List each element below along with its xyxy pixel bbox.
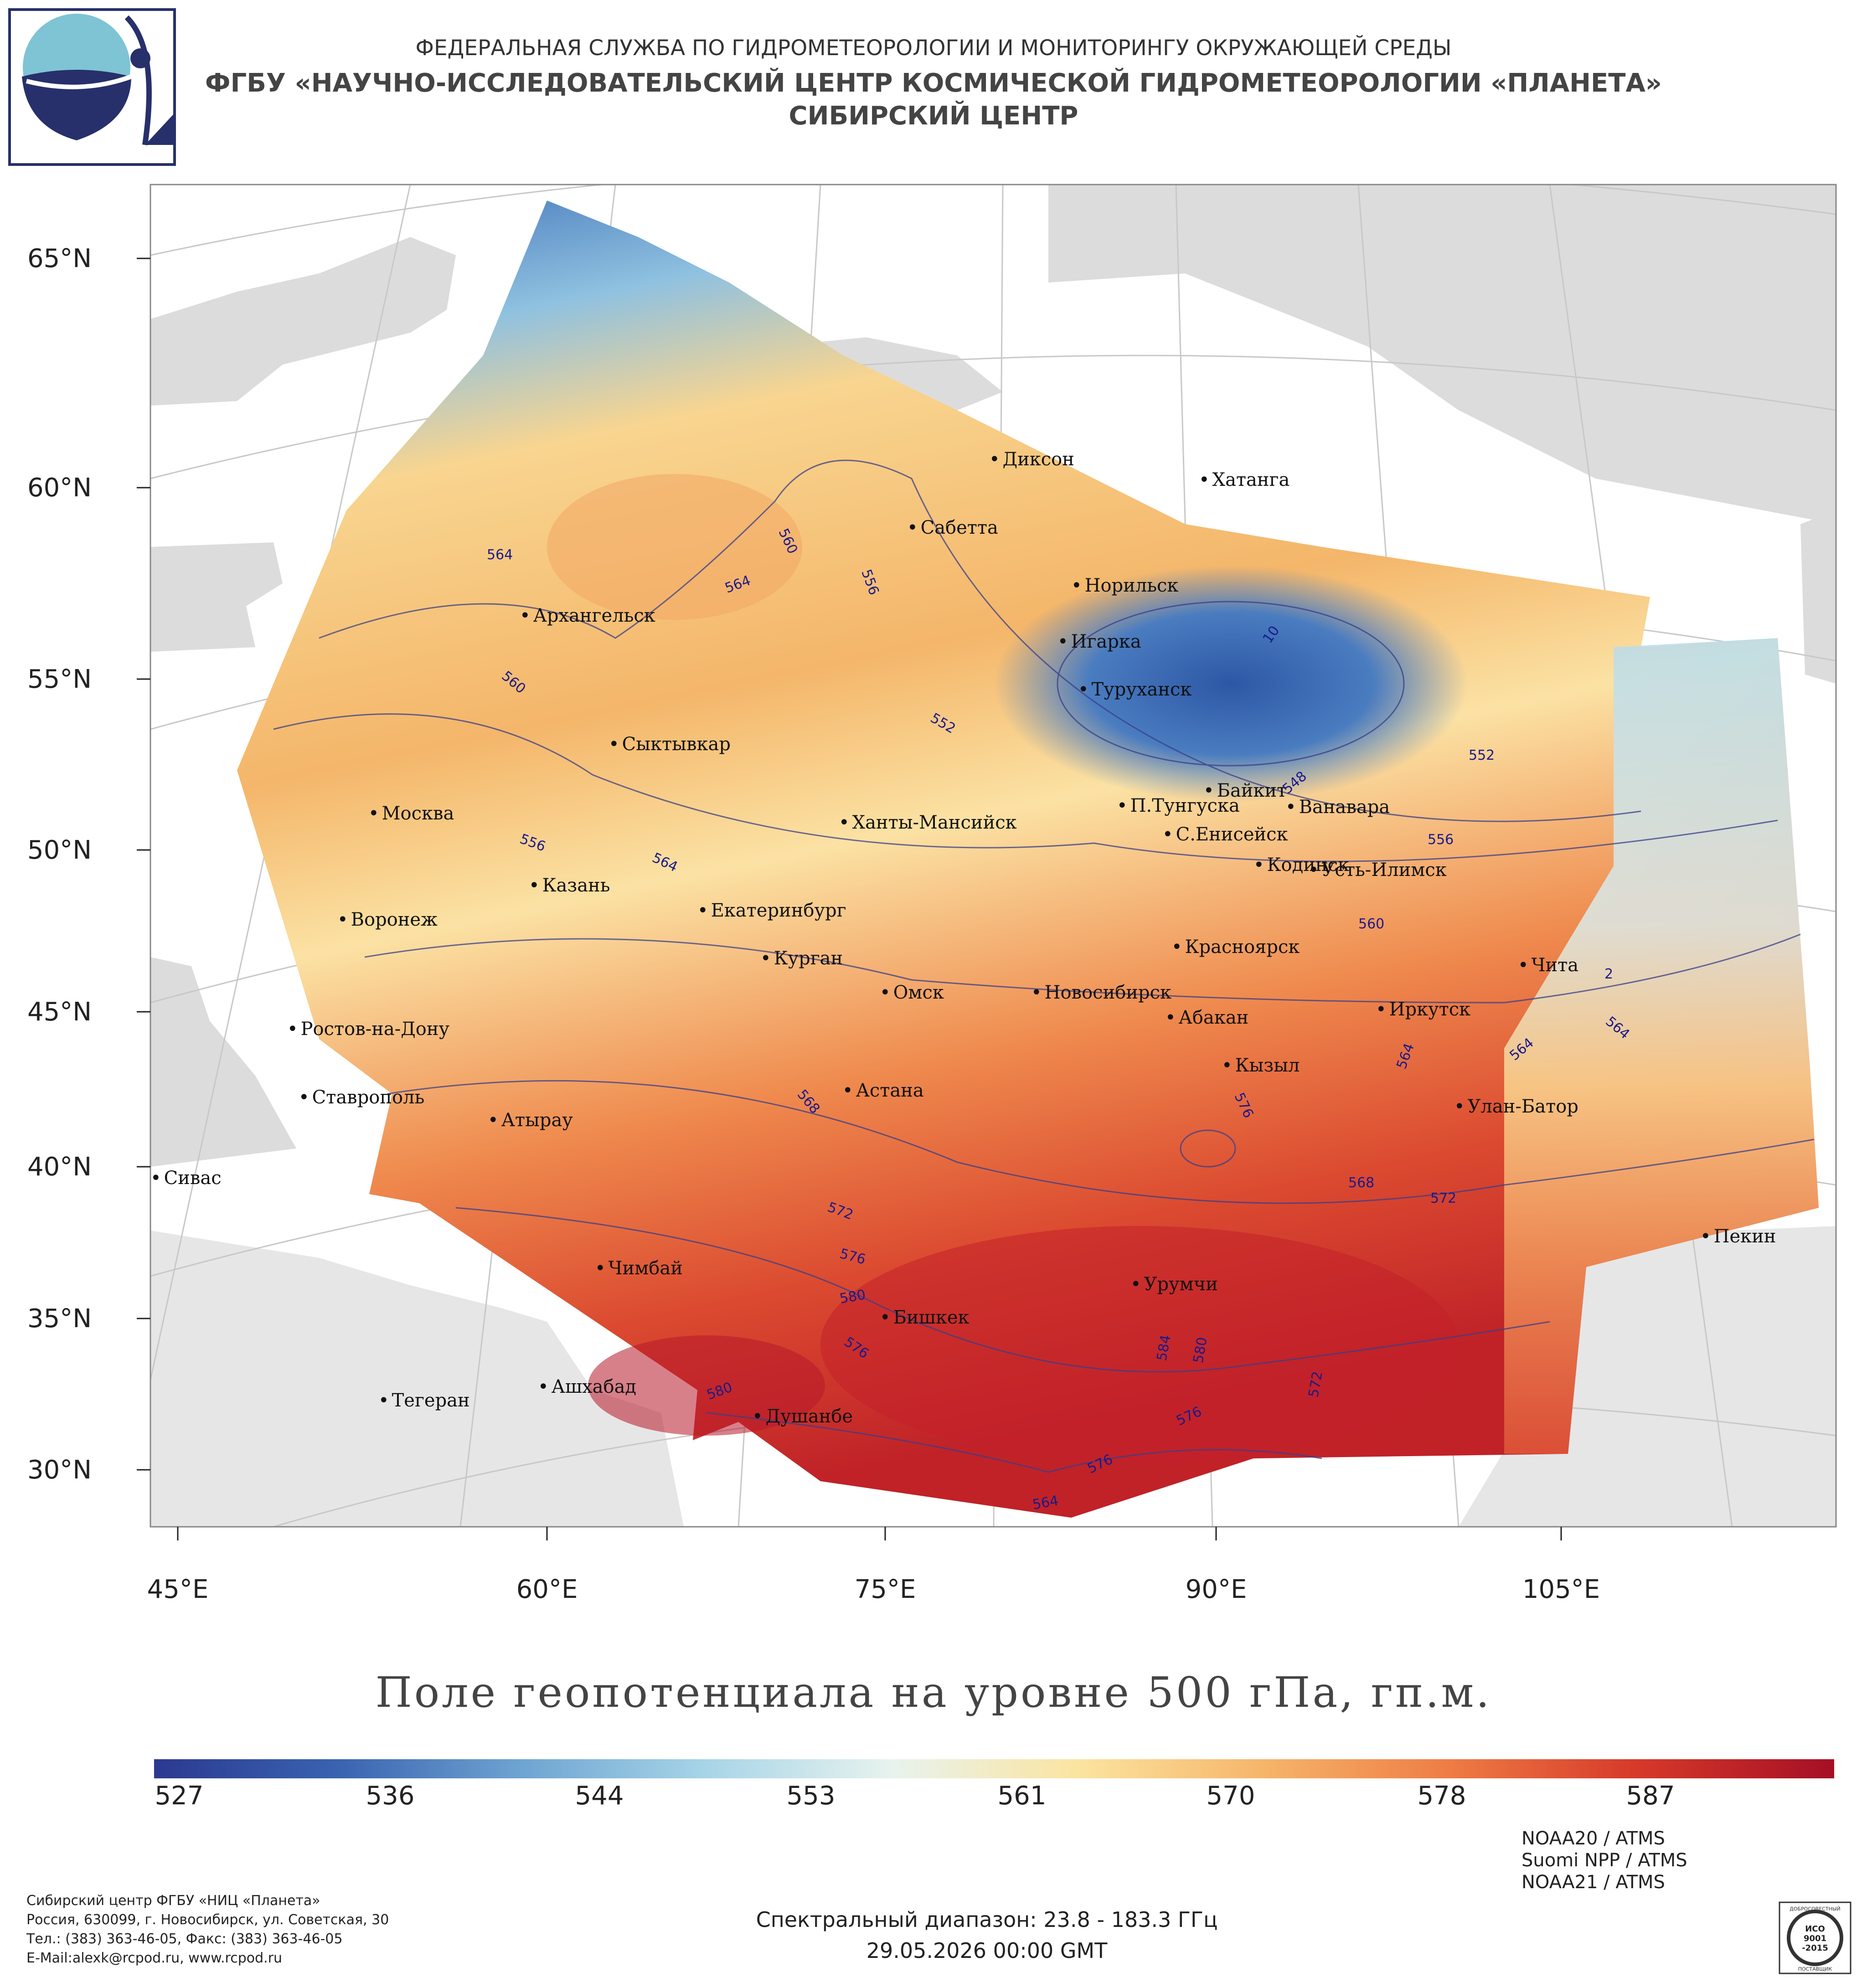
satellite-item: NOAA20 / ATMS bbox=[1521, 1828, 1665, 1849]
iso-number: 9001 bbox=[1804, 1934, 1826, 1943]
product-info: Спектральный диапазон: 23.8 - 183.3 ГГц … bbox=[0, 1904, 1867, 1966]
lon-label: 75°E bbox=[854, 1575, 916, 1604]
contour-label: 564 bbox=[487, 547, 513, 563]
lon-label: 45°E bbox=[147, 1575, 209, 1604]
city-label: Сыктывкар bbox=[609, 734, 731, 755]
satellite-list: NOAA20 / ATMS Suomi NPP / ATMS NOAA21 / … bbox=[1521, 1828, 1687, 1893]
satellite-item: Suomi NPP / ATMS bbox=[1521, 1850, 1687, 1871]
city-label: Иркутск bbox=[1376, 999, 1471, 1020]
lat-label: 40°N bbox=[27, 1152, 92, 1182]
lat-label: 45°N bbox=[27, 997, 92, 1027]
iso-bottom-text: ПОСТАВЩИК bbox=[1798, 1966, 1832, 1972]
contour-label: 568 bbox=[1348, 1175, 1375, 1191]
satellite-item: NOAA21 / ATMS bbox=[1521, 1872, 1665, 1893]
lon-label: 90°E bbox=[1185, 1575, 1247, 1604]
city-label: Сивас bbox=[150, 1168, 222, 1189]
city-label: Хатанга bbox=[1199, 469, 1290, 490]
city-label: Ставрополь bbox=[299, 1087, 425, 1108]
city-label: Норильск bbox=[1071, 575, 1179, 596]
geopotential-map bbox=[137, 184, 1837, 1540]
organization-contacts: Сибирский центр ФГБУ «НИЦ «Планета» Росс… bbox=[26, 1891, 389, 1968]
city-label: Пекин bbox=[1700, 1226, 1776, 1247]
city-label: Ростов-на-Дону bbox=[287, 1019, 449, 1040]
city-label: Новосибирск bbox=[1031, 982, 1171, 1003]
city-label: Ханты-Мансийск bbox=[839, 812, 1017, 833]
city-label: С.Енисейск bbox=[1162, 824, 1288, 845]
map-title: Поле геопотенциала на уровне 500 гПа, гп… bbox=[375, 1668, 1492, 1717]
contour-label: 552 bbox=[1469, 747, 1495, 763]
org-email: E-Mail:alexk@rcpod.ru, www.rcpod.ru bbox=[26, 1950, 283, 1966]
center-title: ФГБУ «НАУЧНО-ИССЛЕДОВАТЕЛЬСКИЙ ЦЕНТР КОС… bbox=[205, 68, 1662, 98]
agency-title: ФЕДЕРАЛЬНАЯ СЛУЖБА ПО ГИДРОМЕТЕОРОЛОГИИ … bbox=[415, 36, 1452, 61]
city-label: Чита bbox=[1518, 955, 1579, 976]
city-label: Кызыл bbox=[1222, 1055, 1300, 1076]
city-label: Улан-Батор bbox=[1454, 1096, 1578, 1117]
colorbar bbox=[154, 1759, 1834, 1778]
division-title: СИБИРСКИЙ ЦЕНТР bbox=[789, 101, 1078, 131]
city-label: Сабетта bbox=[907, 517, 998, 538]
city-label: Абакан bbox=[1165, 1007, 1249, 1028]
lat-label: 65°N bbox=[27, 244, 92, 273]
contour-label: 556 bbox=[1428, 832, 1454, 848]
lat-label: 30°N bbox=[27, 1455, 92, 1485]
lon-label: 60°E bbox=[516, 1575, 578, 1604]
lat-label: 35°N bbox=[27, 1304, 92, 1334]
city-label: Туруханск bbox=[1078, 679, 1192, 700]
city-label: Урумчи bbox=[1130, 1274, 1218, 1295]
city-label: Воронеж bbox=[337, 909, 438, 930]
org-name: Сибирский центр ФГБУ «НИЦ «Планета» bbox=[26, 1893, 320, 1909]
city-label: Чимбай bbox=[595, 1258, 683, 1279]
city-label: П.Тунгуска bbox=[1117, 795, 1240, 816]
city-label: Тегеран bbox=[378, 1390, 470, 1411]
planeta-logo bbox=[8, 8, 176, 166]
colorbar-tick: 587 bbox=[1626, 1781, 1675, 1811]
city-label: Атырау bbox=[488, 1110, 573, 1131]
city-label: Архангельск bbox=[520, 605, 655, 626]
city-label: Екатеринбург bbox=[697, 900, 846, 921]
city-label: Душанбе bbox=[752, 1406, 853, 1427]
lon-label: 105°E bbox=[1522, 1575, 1600, 1604]
colorbar-tick: 578 bbox=[1417, 1781, 1466, 1811]
city-label: Казань bbox=[529, 875, 610, 896]
lat-label: 50°N bbox=[27, 835, 92, 865]
city-label: Красноярск bbox=[1171, 937, 1300, 958]
iso-top-text: ДОБРОСОВЕСТНЫЙ bbox=[1790, 1906, 1841, 1912]
colorbar-tick: 570 bbox=[1206, 1781, 1255, 1811]
spectral-range: Спектральный диапазон: 23.8 - 183.3 ГГц bbox=[756, 1907, 1218, 1932]
contour-label: 572 bbox=[1430, 1190, 1457, 1206]
colorbar-tick: 527 bbox=[155, 1781, 204, 1811]
colorbar-tick: 536 bbox=[366, 1781, 415, 1811]
lat-label: 55°N bbox=[27, 664, 92, 694]
colorbar-tick: 553 bbox=[786, 1781, 836, 1811]
contour-label: 560 bbox=[1358, 916, 1385, 932]
iso-label: ИСО bbox=[1805, 1924, 1825, 1934]
org-phone: Тел.: (383) 363-46-05, Факс: (383) 363-4… bbox=[26, 1931, 343, 1947]
org-address: Россия, 630099, г. Новосибирск, ул. Сове… bbox=[26, 1912, 389, 1928]
colorbar-tick: 544 bbox=[575, 1781, 624, 1811]
city-label: Москва bbox=[368, 803, 454, 824]
iso-certification-badge: ДОБРОСОВЕСТНЫЙ ИСО 9001 -2015 ПОСТАВЩИК bbox=[1779, 1901, 1852, 1974]
iso-year: -2015 bbox=[1802, 1943, 1828, 1953]
contour-label: 2 bbox=[1604, 966, 1614, 982]
city-label: Ашхабад bbox=[538, 1376, 636, 1397]
city-label: Диксон bbox=[989, 449, 1074, 470]
city-label: Курган bbox=[760, 948, 843, 969]
city-label: Омск bbox=[880, 982, 944, 1003]
city-label: Усть-Илимск bbox=[1308, 860, 1447, 881]
city-label: Астана bbox=[842, 1080, 924, 1101]
product-datetime: 29.05.2026 00:00 GMT bbox=[866, 1938, 1108, 1963]
city-label: Ванавара bbox=[1285, 797, 1390, 818]
city-label: Бишкек bbox=[880, 1307, 970, 1328]
colorbar-tick: 561 bbox=[997, 1781, 1047, 1811]
city-label: Игарка bbox=[1057, 631, 1141, 652]
lat-label: 60°N bbox=[27, 473, 92, 503]
